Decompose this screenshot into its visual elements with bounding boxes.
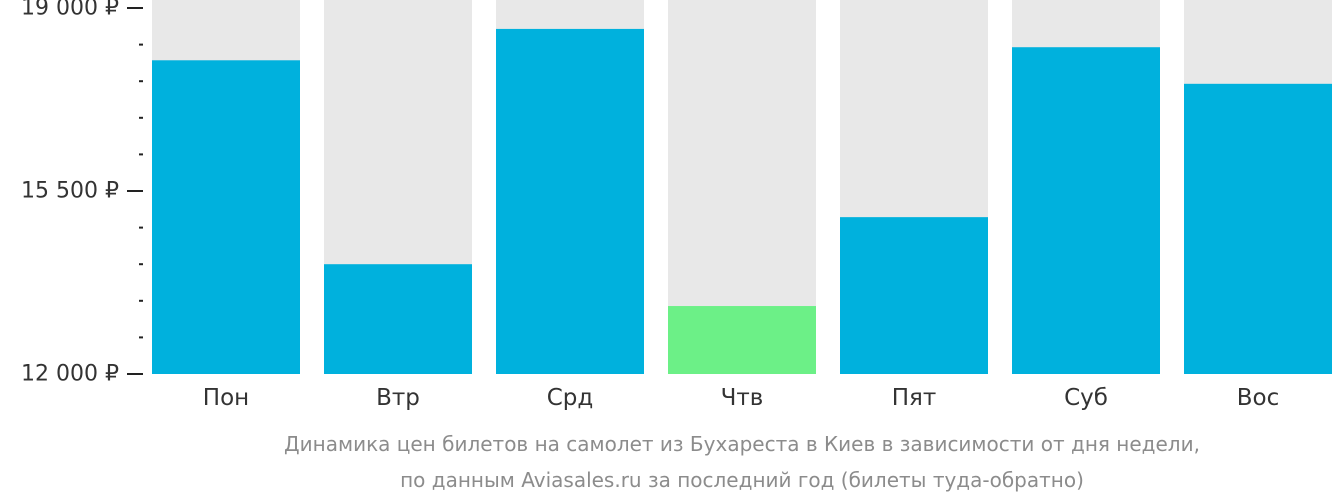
bar-6	[1012, 47, 1160, 374]
bar-1	[152, 60, 300, 375]
caption-line-2: по данным Aviasales.ru за последний год …	[400, 468, 1084, 492]
y-axis: 12 000 ₽ 15 500 ₽ 19 000 ₽	[21, 0, 143, 387]
y-tick-label: 19 000 ₽	[21, 0, 119, 21]
y-tick-label: 12 000 ₽	[21, 362, 119, 387]
bar-7	[1184, 83, 1332, 375]
x-tick-label: Пон	[203, 385, 249, 411]
caption-line-1: Динамика цен билетов на самолет из Бухар…	[284, 432, 1200, 456]
bar-4	[668, 306, 816, 374]
y-tick-label: 15 500 ₽	[21, 179, 119, 204]
x-tick-label: Суб	[1064, 385, 1108, 411]
bar-5	[840, 217, 988, 374]
x-tick-label: Вос	[1237, 385, 1280, 411]
x-tick-label: Чтв	[721, 385, 764, 411]
bars	[152, 28, 1332, 375]
x-tick-label: Срд	[547, 385, 594, 411]
bar-3	[496, 28, 644, 375]
x-axis-labels: Пон Втр Срд Чтв Пят Суб Вос	[203, 385, 1279, 411]
x-tick-label: Втр	[376, 385, 420, 411]
bar-2	[324, 264, 472, 374]
x-tick-label: Пят	[892, 385, 937, 411]
